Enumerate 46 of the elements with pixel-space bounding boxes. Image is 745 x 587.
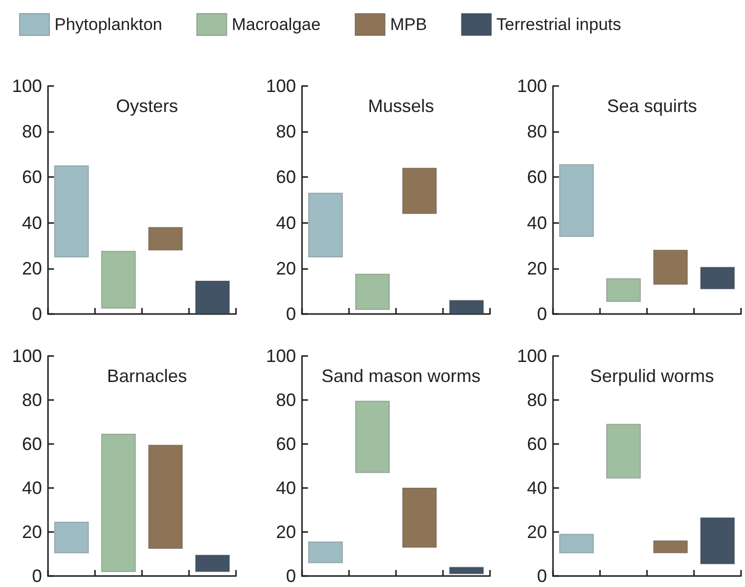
y-tick-label: 60	[526, 167, 547, 188]
y-tick-label: 20	[22, 522, 42, 542]
y-tick-label: 20	[22, 258, 42, 278]
y-tick-label: 40	[526, 478, 547, 498]
text: Serpulid worms	[590, 366, 714, 386]
y-tick-label: 20	[276, 258, 296, 278]
y-tick-label: 20	[526, 522, 547, 542]
y-tick-label: 0	[32, 304, 42, 324]
y-tick-label: 0	[286, 304, 296, 324]
y-tick-label: 100	[266, 76, 296, 96]
y-tick-label: 40	[22, 478, 42, 498]
y-tick-label: 100	[516, 346, 547, 366]
text: Oysters	[116, 96, 178, 116]
y-tick-label: 40	[22, 212, 42, 233]
y-tick-label: 20	[526, 258, 547, 278]
y-tick-label: 40	[276, 212, 296, 233]
y-tick-label: 80	[22, 390, 42, 410]
legend-label: Terrestrial inputs	[496, 15, 622, 34]
y-tick-label: 80	[276, 390, 296, 410]
y-tick-label: 80	[526, 122, 547, 142]
legend-label: MPB	[390, 15, 427, 34]
text: Sand mason worms	[321, 366, 481, 386]
y-tick-label: 0	[536, 566, 547, 586]
y-tick-label: 100	[266, 346, 296, 366]
y-tick-label: 80	[276, 122, 296, 142]
y-tick-label: 0	[536, 304, 547, 324]
legend-label: Macroalgae	[232, 15, 321, 34]
y-tick-label: 60	[22, 167, 42, 188]
y-tick-label: 0	[32, 566, 42, 586]
legend-label: Phytoplankton	[54, 15, 162, 34]
text: Sea squirts	[606, 96, 698, 116]
y-tick-label: 40	[526, 212, 547, 233]
y-tick-label: 0	[286, 566, 296, 586]
y-tick-label: 20	[276, 522, 296, 542]
text: Barnacles	[106, 366, 188, 386]
y-tick-label: 80	[22, 122, 42, 142]
text: Mussels	[368, 96, 434, 116]
y-tick-label: 60	[22, 434, 42, 454]
y-tick-label: 60	[276, 167, 296, 188]
y-tick-label: 100	[12, 76, 42, 96]
y-tick-label: 80	[526, 390, 547, 410]
y-tick-label: 60	[526, 434, 547, 454]
y-tick-label: 100	[12, 346, 42, 366]
y-tick-label: 60	[276, 434, 296, 454]
y-tick-label: 100	[516, 76, 547, 96]
y-tick-label: 40	[276, 478, 296, 498]
